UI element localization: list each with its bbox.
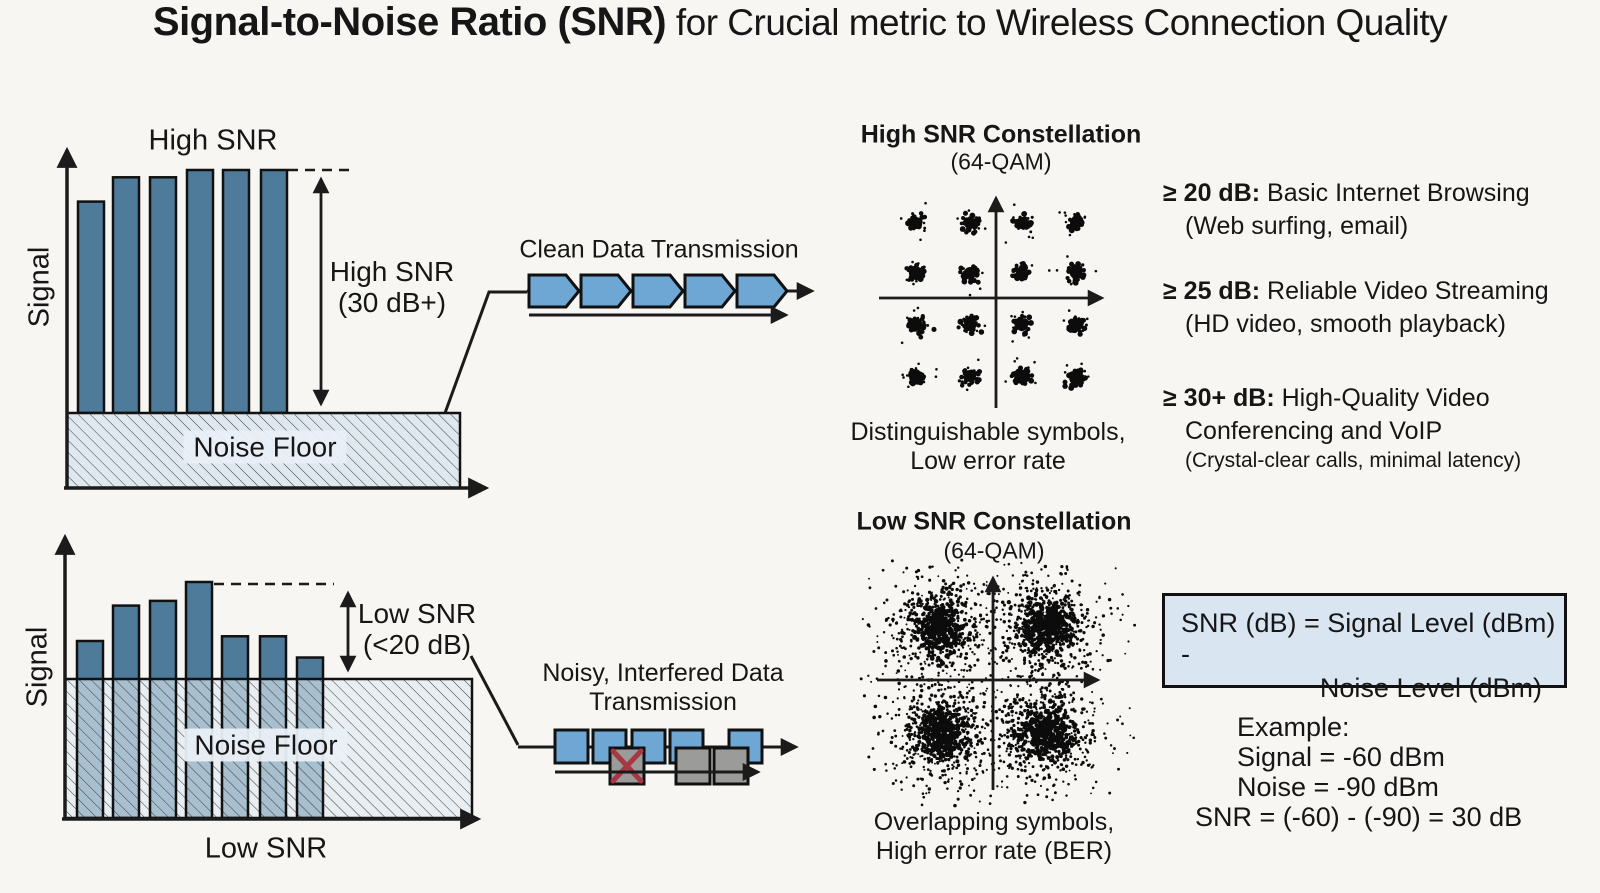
high-snr-bars <box>76 168 289 415</box>
high-constellation-caption: Distinguishable symbols, Low error rate <box>850 418 1126 475</box>
clean-transmission-diagram <box>527 273 815 324</box>
clean-transmission-caption: Clean Data Transmission <box>519 235 799 264</box>
error-x-icon <box>610 748 644 784</box>
high-constellation-clusters <box>899 201 1098 392</box>
low-snr-annotation: Low SNR (<20 dB) <box>357 598 477 660</box>
low-constellation-caption: Overlapping symbols, High error rate (BE… <box>873 808 1115 865</box>
high-constellation-subtitle: (64-QAM) <box>950 148 1052 175</box>
page-title-regular: for Crucial metric to Wireless Connectio… <box>666 2 1448 43</box>
high-constellation-title: High SNR Constellation <box>860 120 1142 149</box>
high-noise-floor-label: Noise Floor <box>183 430 347 464</box>
high-chart-title: High SNR <box>148 124 278 157</box>
snr-formula-box: SNR (dB) = Signal Level (dBm) - Noise Le… <box>1162 593 1567 703</box>
high-snr-annotation: High SNR (30 dB+) <box>329 256 455 318</box>
low-constellation-subtitle: (64-QAM) <box>943 537 1045 564</box>
snr-example-block: Example: Signal = -60 dBm Noise = -90 dB… <box>1195 712 1523 832</box>
low-chart-y-axis-label: Signal <box>21 626 54 708</box>
low-connector-line <box>469 655 520 746</box>
low-constellation-plot <box>859 558 1137 808</box>
noisy-transmission-caption: Noisy, Interfered Data Transmission <box>542 659 784 716</box>
low-chart-title: Low SNR <box>204 832 328 865</box>
page-title: Signal-to-Noise Ratio (SNR) for Crucial … <box>0 0 1600 45</box>
low-snr-chart <box>54 533 482 830</box>
noisy-transmission-diagram <box>518 728 799 786</box>
high-connector-line <box>443 290 527 414</box>
low-noise-floor-label: Noise Floor <box>184 728 348 762</box>
threshold-item-25db: ≥ 25 dB: Reliable Video Streaming (HD vi… <box>1163 277 1549 338</box>
high-snr-chart <box>56 146 490 499</box>
clean-data-blocks <box>527 273 789 309</box>
high-constellation-plot <box>879 195 1105 408</box>
lost-data-blocks <box>608 746 750 786</box>
threshold-item-20db: ≥ 20 dB: Basic Internet Browsing (Web su… <box>1163 179 1530 240</box>
high-chart-y-axis-label: Signal <box>23 246 56 328</box>
page-title-bold: Signal-to-Noise Ratio (SNR) <box>152 0 667 44</box>
threshold-item-30db: ≥ 30+ dB: High-Quality Video Conferencin… <box>1163 384 1522 472</box>
low-constellation-clusters <box>859 558 1137 808</box>
low-constellation-title: Low SNR Constellation <box>856 507 1132 536</box>
